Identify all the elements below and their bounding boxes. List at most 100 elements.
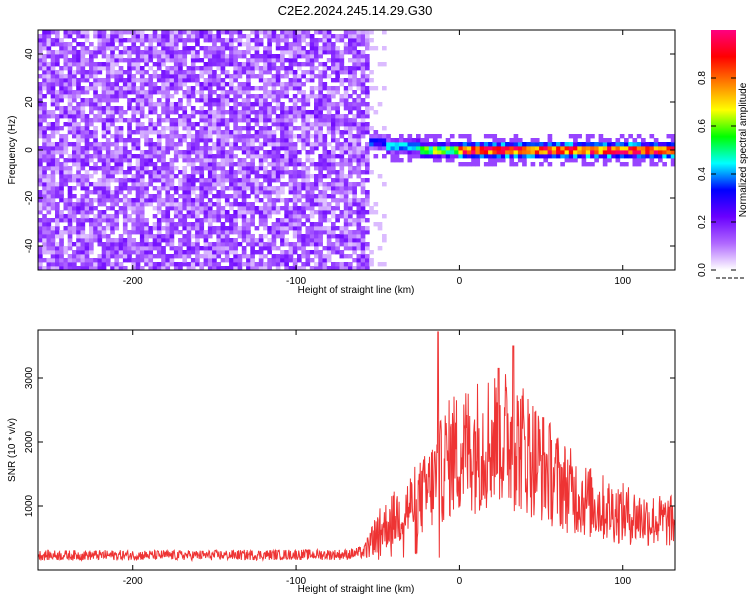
heatmap-cell [611, 146, 616, 151]
heatmap-cell [373, 130, 379, 135]
heatmap-cell [360, 114, 366, 119]
heatmap-cell [101, 162, 107, 167]
heatmap-cell [411, 154, 417, 159]
heatmap-cell [356, 210, 362, 215]
heatmap-cell [322, 146, 328, 151]
heatmap-cell [67, 234, 73, 239]
heatmap-cell [63, 170, 69, 175]
heatmap-cell [229, 114, 234, 119]
heatmap-cell [38, 230, 43, 235]
heatmap-cell [220, 50, 226, 55]
heatmap-cell [50, 246, 56, 251]
heatmap-cell [89, 118, 94, 123]
heatmap-cell [148, 250, 154, 255]
heatmap-cell [72, 178, 77, 183]
heatmap-cell [326, 110, 332, 115]
heatmap-cell [224, 62, 230, 67]
heatmap-cell [139, 162, 145, 167]
heatmap-cell [80, 130, 86, 135]
heatmap-cell [84, 158, 90, 163]
heatmap-cell [284, 222, 289, 227]
heatmap-cell [382, 214, 387, 219]
heatmap-cell [76, 90, 81, 95]
heatmap-cell [322, 102, 328, 107]
heatmap-cell [411, 138, 417, 143]
heatmap-cell [653, 146, 659, 151]
heatmap-cell [288, 222, 294, 227]
heatmap-cell [246, 234, 251, 239]
heatmap-cell [356, 154, 362, 159]
heatmap-cell [67, 30, 73, 35]
heatmap-cell [280, 242, 285, 247]
heatmap-cell [182, 234, 188, 239]
heatmap-cell [331, 58, 336, 63]
heatmap-cell [530, 162, 536, 167]
heatmap-cell [305, 226, 311, 231]
heatmap-cell [63, 74, 69, 79]
heatmap-cell [89, 258, 94, 263]
heatmap-cell [63, 266, 69, 271]
heatmap-cell [55, 102, 60, 107]
heatmap-cell [220, 98, 226, 103]
heatmap-cell [314, 198, 319, 203]
heatmap-cell [241, 250, 247, 255]
heatmap-cell [615, 138, 621, 143]
heatmap-cell [67, 230, 73, 235]
heatmap-cell [186, 146, 192, 151]
heatmap-cell [55, 150, 60, 155]
heatmap-cell [658, 158, 663, 163]
heatmap-cell [386, 142, 391, 147]
heatmap-cell [365, 218, 370, 223]
heatmap-cell [229, 182, 234, 187]
heatmap-cell [182, 114, 188, 119]
heatmap-cell [645, 154, 650, 159]
heatmap-cell [139, 190, 145, 195]
heatmap-cell [233, 230, 238, 235]
heatmap-cell [377, 174, 383, 179]
heatmap-cell [271, 154, 277, 159]
heatmap-cell [186, 182, 192, 187]
heatmap-cell [318, 134, 323, 139]
heatmap-cell [271, 242, 277, 247]
heatmap-cell [169, 186, 175, 191]
heatmap-cell [186, 190, 192, 195]
heatmap-cell [101, 154, 107, 159]
heatmap-cell [114, 266, 120, 271]
heatmap-cell [212, 98, 217, 103]
heatmap-cell [331, 114, 336, 119]
heatmap-cell [93, 102, 98, 107]
heatmap-cell [156, 142, 162, 147]
heatmap-cell [139, 178, 145, 183]
heatmap-cell [169, 34, 175, 39]
heatmap-cell [135, 158, 141, 163]
heatmap-cell [297, 194, 302, 199]
heatmap-cell [195, 210, 200, 215]
heatmap-cell [148, 194, 154, 199]
heatmap-cell [305, 206, 311, 211]
heatmap-cell [386, 146, 391, 151]
heatmap-cell [309, 46, 315, 51]
heatmap-cell [190, 114, 196, 119]
heatmap-cell [271, 138, 277, 143]
heatmap-cell [326, 174, 332, 179]
heatmap-cell [148, 110, 154, 115]
heatmap-cell [105, 74, 111, 79]
heatmap-cell [339, 78, 345, 83]
heatmap-cell [305, 250, 311, 255]
heatmap-cell [284, 122, 289, 127]
heatmap-cell [122, 238, 128, 243]
heatmap-cell [369, 30, 374, 35]
heatmap-cell [432, 138, 438, 143]
heatmap-cell [348, 138, 353, 143]
heatmap-cell [343, 42, 349, 47]
heatmap-cell [38, 90, 43, 95]
heatmap-cell [195, 222, 200, 227]
heatmap-cell [173, 54, 179, 59]
heatmap-cell [335, 250, 340, 255]
heatmap-cell [169, 202, 175, 207]
heatmap-cell [161, 150, 166, 155]
heatmap-cell [173, 142, 179, 147]
heatmap-cell [72, 110, 77, 115]
heatmap-cell [212, 126, 217, 131]
heatmap-cell [288, 30, 294, 35]
